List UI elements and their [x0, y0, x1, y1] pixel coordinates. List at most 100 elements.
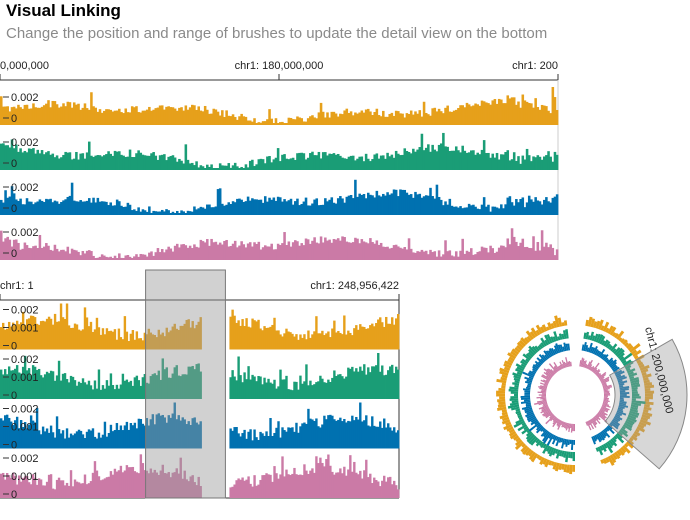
detail-bar	[133, 209, 136, 215]
overview-bar	[91, 389, 95, 399]
detail-bar	[416, 251, 419, 260]
circular-bar	[601, 382, 607, 386]
detail-bar	[270, 162, 273, 170]
circular-bar	[642, 373, 652, 379]
detail-bar	[319, 236, 323, 260]
circular-bar	[528, 348, 536, 356]
circular-bar	[527, 450, 534, 457]
overview-bar	[23, 476, 27, 498]
detail-bar	[313, 155, 316, 170]
overview-bar	[131, 385, 135, 399]
detail-bar	[2, 106, 5, 125]
detail-bar	[66, 196, 70, 215]
detail-bar	[401, 189, 404, 215]
detail-bar	[75, 104, 78, 125]
detail-bar	[36, 201, 40, 215]
circular-bar	[542, 428, 546, 433]
detail-bar	[527, 155, 531, 170]
circular-bar	[595, 350, 600, 356]
detail-bar	[103, 255, 106, 260]
detail-bar	[156, 159, 160, 170]
circular-bar	[631, 386, 638, 390]
circular-bar	[618, 337, 623, 342]
overview-bar	[387, 423, 390, 449]
detail-bar	[2, 241, 5, 260]
overview-bar	[155, 337, 159, 350]
circular-bar	[638, 363, 645, 369]
circular-bar	[525, 448, 532, 456]
overview-bar	[47, 432, 51, 449]
detail-bar	[47, 245, 50, 260]
detail-bar	[206, 204, 209, 215]
detail-bar	[98, 201, 102, 215]
overview-bar	[305, 339, 308, 350]
circular-bar	[626, 368, 636, 374]
circular-bar	[553, 345, 559, 354]
circular-bar	[541, 354, 548, 361]
detail-bar	[111, 155, 115, 170]
detail-bar	[165, 209, 168, 215]
detail-bar	[302, 245, 306, 260]
overview-bar	[97, 476, 101, 498]
circular-bar	[545, 445, 551, 452]
circular-bar	[644, 404, 650, 408]
detail-bar	[259, 249, 263, 260]
circular-brush[interactable]	[604, 338, 688, 470]
overview-bar	[119, 465, 123, 498]
detail-bar	[461, 105, 464, 125]
overview-bar	[15, 416, 19, 449]
circular-bar	[548, 433, 553, 439]
overview-bar	[81, 378, 85, 399]
overview-bar	[191, 418, 194, 449]
detail-bar	[386, 116, 389, 125]
detail-bar	[476, 104, 479, 125]
overview-bar	[181, 325, 184, 350]
circular-bar	[629, 375, 635, 380]
circular-bar	[606, 425, 615, 435]
detail-bar	[313, 237, 316, 260]
overview-bar	[293, 467, 296, 498]
circular-bar	[644, 384, 655, 389]
overview-bar	[121, 472, 125, 498]
detail-bar	[444, 201, 447, 215]
detail-bar	[130, 210, 134, 215]
detail-bar	[491, 153, 495, 170]
detail-bar	[506, 95, 510, 125]
overview-bar	[385, 427, 388, 449]
overview-bar	[187, 481, 190, 498]
overview-bar	[179, 457, 182, 498]
circular-bar	[528, 422, 541, 432]
overview-bar	[47, 316, 51, 350]
detail-bar	[536, 155, 540, 170]
detail-bar	[446, 105, 449, 125]
circular-bar	[601, 353, 607, 360]
detail-bar	[133, 107, 136, 125]
circular-bar	[538, 394, 547, 396]
overview-bar	[19, 373, 23, 399]
circular-bar	[521, 427, 530, 435]
detail-bar	[171, 251, 175, 260]
detail-bar	[72, 102, 76, 125]
detail-bar	[105, 201, 108, 215]
circular-bar	[570, 361, 572, 367]
detail-bar	[103, 110, 106, 125]
circular-bar	[642, 409, 649, 413]
circular-bar	[526, 335, 532, 342]
overview-bar	[27, 318, 31, 350]
detail-bar	[191, 162, 194, 170]
detail-bar	[122, 113, 125, 125]
circular-bar	[525, 330, 534, 340]
detail-bar	[238, 198, 241, 215]
circular-bar	[619, 356, 625, 361]
detail-bar	[263, 245, 267, 260]
detail-bar	[105, 256, 108, 260]
overview-brush[interactable]	[145, 269, 226, 499]
circular-bar	[507, 352, 517, 360]
circular-bar	[530, 453, 539, 463]
circular-bar	[545, 379, 550, 383]
circular-bar	[525, 386, 531, 390]
detail-bar	[467, 251, 471, 260]
overview-bar	[27, 368, 31, 399]
detail-bar	[420, 197, 424, 215]
detail-bar	[130, 156, 134, 170]
